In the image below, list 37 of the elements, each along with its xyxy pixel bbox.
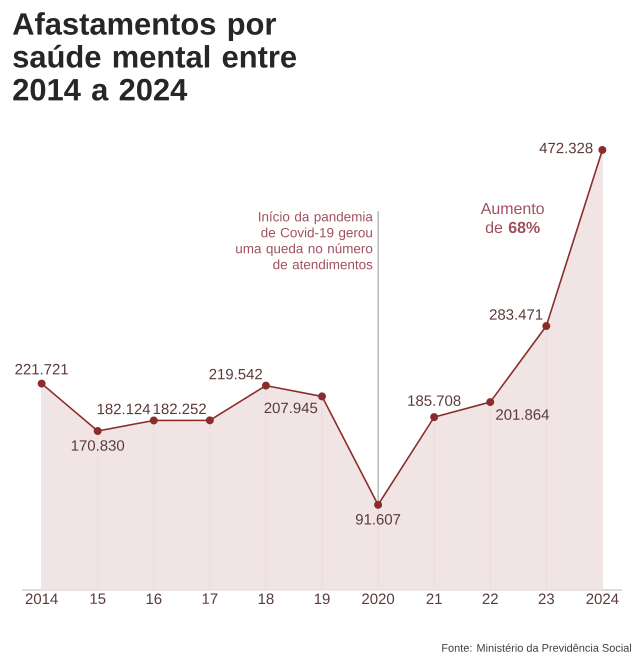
point xyxy=(150,416,158,424)
x-tick-label: 17 xyxy=(202,594,218,604)
data-label: 91.607 xyxy=(356,514,400,525)
annotation: Início da pandemia de Covid-19 gerou uma queda no número de atendimentos xyxy=(236,211,373,270)
x-tick-label: 23 xyxy=(538,594,554,604)
x-tick-label: 2014 xyxy=(26,594,58,604)
chart-title: Afastamentos por saúde mental entre 2014 a 2024 xyxy=(12,12,296,101)
data-label: 472.328 xyxy=(540,142,593,154)
source-note: Fonte: Ministério da Previdência Social xyxy=(442,644,632,652)
data-label: 207.945 xyxy=(264,402,318,414)
point xyxy=(38,380,46,388)
x-tick-label: 18 xyxy=(258,594,274,604)
data-label: 182.124 xyxy=(98,404,150,414)
data-label: 219.542 xyxy=(209,368,262,380)
x-tick-label: 22 xyxy=(482,594,498,604)
point xyxy=(262,382,270,390)
point xyxy=(598,146,606,154)
data-label: 283.471 xyxy=(490,309,542,320)
data-label: 182.252 xyxy=(154,404,206,414)
x-tick-label: 2024 xyxy=(586,594,619,604)
point xyxy=(486,398,494,406)
data-label: 185.708 xyxy=(408,395,460,406)
point xyxy=(542,322,550,330)
x-tick-label: 16 xyxy=(146,594,162,604)
point xyxy=(374,500,382,509)
point xyxy=(318,392,326,400)
annotation: Aumento de 68% xyxy=(480,203,544,234)
x-tick-label: 21 xyxy=(426,594,442,604)
data-label: 201.864 xyxy=(496,409,549,420)
point xyxy=(206,416,214,424)
data-label: 221.721 xyxy=(15,364,68,374)
point xyxy=(94,427,102,435)
x-tick-label: 15 xyxy=(90,594,106,604)
x-tick-label: 19 xyxy=(314,594,330,604)
x-tick-label: 2020 xyxy=(362,594,394,604)
point xyxy=(430,413,438,422)
data-label: 170.830 xyxy=(72,440,124,451)
